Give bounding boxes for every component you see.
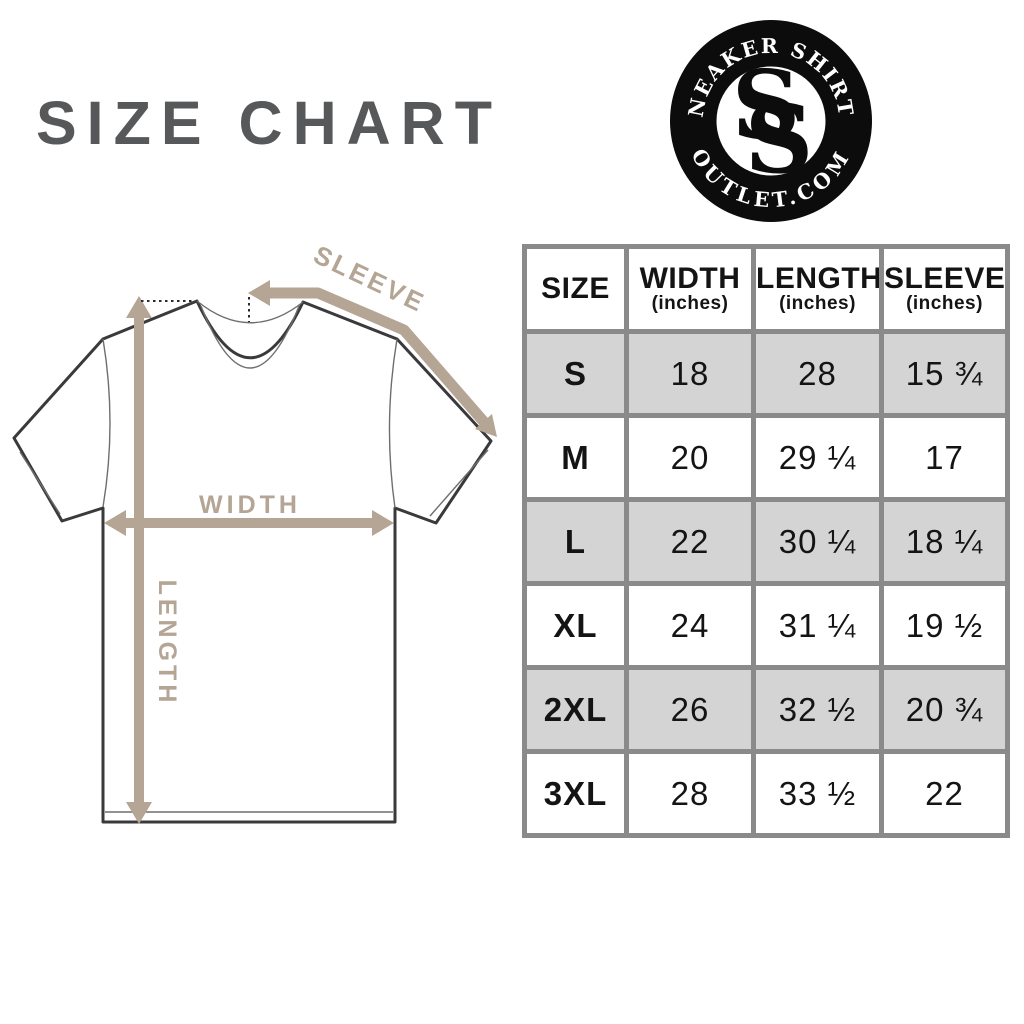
- header-sleeve: SLEEVE (inches): [879, 244, 1010, 334]
- cell-sleeve: 20 ¾: [879, 665, 1010, 754]
- cell-width: 28: [624, 749, 756, 838]
- brand-logo: SNEAKER SHIRTS OUTLET.COM S S: [662, 12, 880, 230]
- sleeve-label: SLEEVE: [309, 239, 431, 318]
- cell-width: 18: [624, 329, 756, 418]
- length-arrow-icon: [126, 296, 152, 824]
- measurement-arrows: [104, 280, 497, 824]
- monogram-s-top: S: [732, 50, 801, 161]
- cell-width: 26: [624, 665, 756, 754]
- ss-monogram-icon: S S: [732, 50, 814, 195]
- cell-width: 22: [624, 497, 756, 586]
- cell-size: S: [522, 329, 629, 418]
- cell-length: 31 ¼: [751, 581, 884, 670]
- page-title: SIZE CHART: [36, 89, 502, 157]
- table-row: 3XL 28 33 ½ 22: [522, 749, 1010, 838]
- cell-width: 24: [624, 581, 756, 670]
- cell-size: M: [522, 413, 629, 502]
- table-row: XL 24 31 ¼ 19 ½: [522, 581, 1010, 670]
- sleeve-arrow-icon: [248, 280, 497, 437]
- table-row: 2XL 26 32 ½ 20 ¾: [522, 665, 1010, 754]
- dotted-guides: [141, 297, 250, 322]
- length-label: LENGTH: [153, 580, 181, 707]
- size-table: SIZE WIDTH (inches) LENGTH (inches) SLEE…: [522, 244, 1010, 838]
- cell-width: 20: [624, 413, 756, 502]
- cell-size: 3XL: [522, 749, 629, 838]
- table-row: L 22 30 ¼ 18 ¼: [522, 497, 1010, 586]
- cell-length: 30 ¼: [751, 497, 884, 586]
- cell-length: 33 ½: [751, 749, 884, 838]
- table-row: S 18 28 15 ¾: [522, 329, 1010, 418]
- cell-length: 28: [751, 329, 884, 418]
- cell-size: L: [522, 497, 629, 586]
- cell-sleeve: 19 ½: [879, 581, 1010, 670]
- cell-length: 32 ½: [751, 665, 884, 754]
- monogram-s-bottom: S: [745, 84, 814, 195]
- cell-sleeve: 15 ¾: [879, 329, 1010, 418]
- width-arrow-icon: [104, 510, 394, 536]
- cell-sleeve: 18 ¼: [879, 497, 1010, 586]
- header-width: WIDTH (inches): [624, 244, 756, 334]
- header-size: SIZE: [522, 244, 629, 334]
- width-label: WIDTH: [199, 491, 301, 519]
- cell-sleeve: 22: [879, 749, 1010, 838]
- header-length: LENGTH (inches): [751, 244, 884, 334]
- tshirt-outline-icon: [12, 299, 493, 824]
- cell-length: 29 ¼: [751, 413, 884, 502]
- sneaker-shirts-outlet-badge-icon: SNEAKER SHIRTS OUTLET.COM S S: [662, 12, 874, 224]
- table-header-row: SIZE WIDTH (inches) LENGTH (inches) SLEE…: [522, 244, 1010, 334]
- table-row: M 20 29 ¼ 17: [522, 413, 1010, 502]
- cell-size: 2XL: [522, 665, 629, 754]
- cell-size: XL: [522, 581, 629, 670]
- cell-sleeve: 17: [879, 413, 1010, 502]
